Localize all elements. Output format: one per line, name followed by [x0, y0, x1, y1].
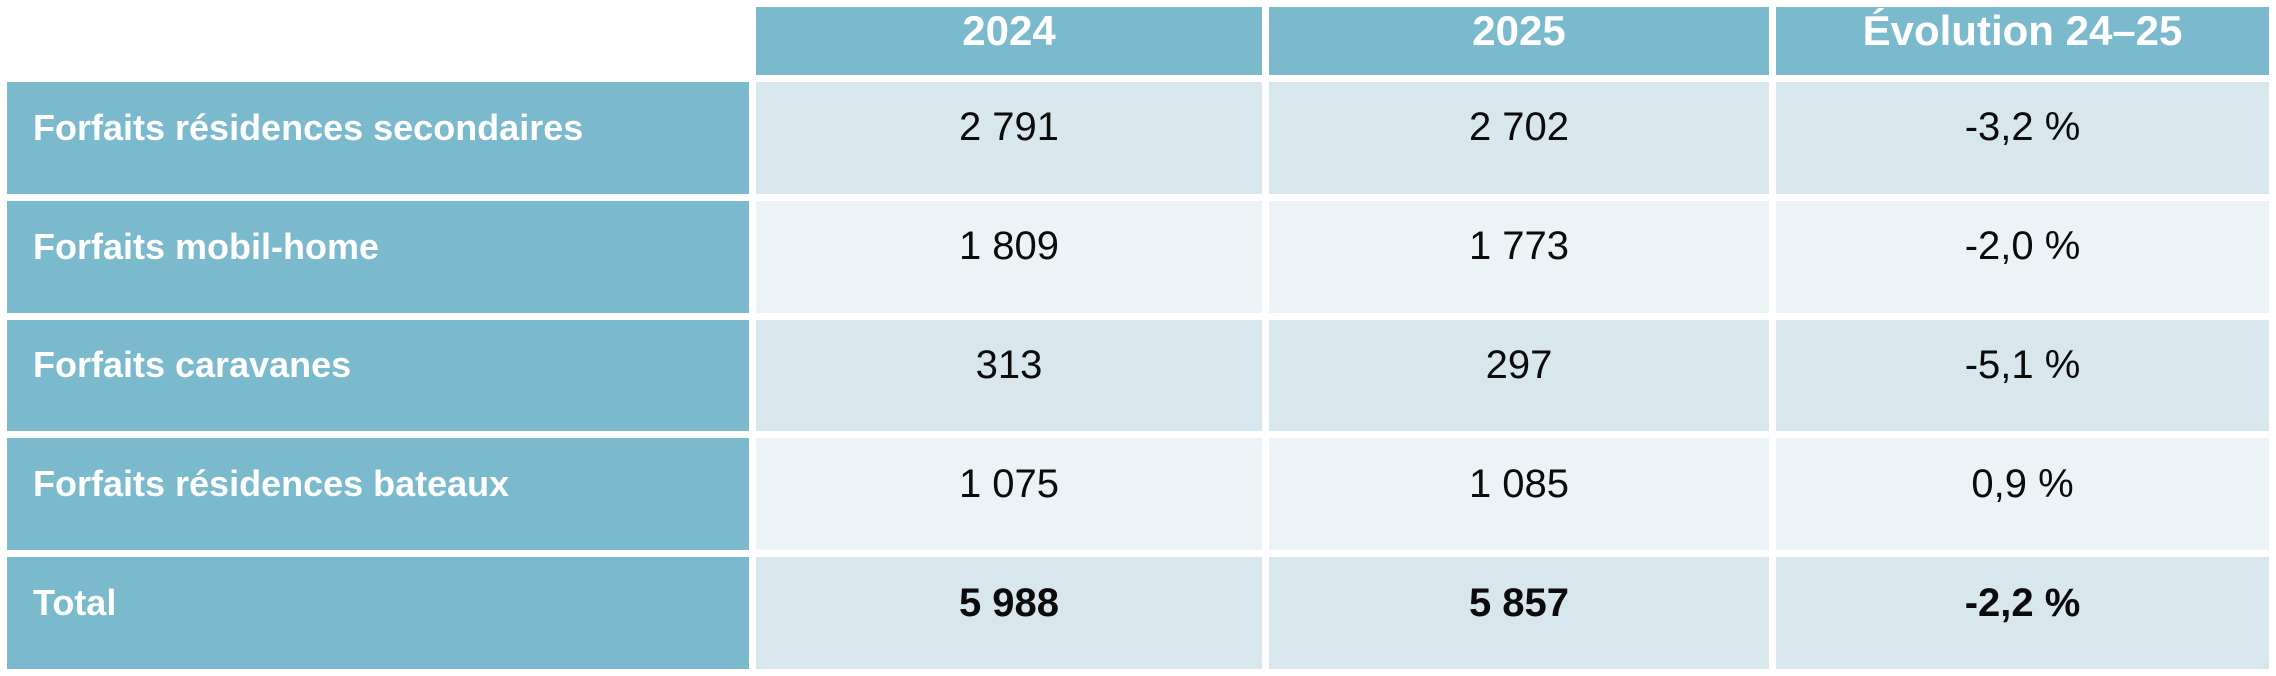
column-header-2025: 2025: [1269, 7, 1769, 75]
value-2024: 2 791: [756, 82, 1262, 194]
value-evolution: -3,2 %: [1776, 82, 2269, 194]
column-header-2024: 2024: [756, 7, 1262, 75]
table-row-total: Total 5 988 5 857 -2,2 %: [7, 557, 2269, 669]
value-2024-total: 5 988: [756, 557, 1262, 669]
value-2025: 1 773: [1269, 200, 1769, 313]
value-2024: 313: [756, 319, 1262, 432]
column-header-evolution: Évolution 24–25: [1776, 7, 2269, 75]
value-2025: 1 085: [1269, 438, 1769, 551]
value-2024: 1 075: [756, 438, 1262, 551]
table-row-residences-bateaux: Forfaits résidences bateaux 1 075 1 085 …: [7, 438, 2269, 551]
value-2025-total: 5 857: [1269, 557, 1769, 669]
row-label-total: Total: [7, 557, 749, 669]
row-label: Forfaits mobil-home: [7, 200, 749, 313]
value-2025: 2 702: [1269, 82, 1769, 194]
value-evolution: 0,9 %: [1776, 438, 2269, 551]
row-label: Forfaits résidences bateaux: [7, 438, 749, 551]
table-row-mobil-home: Forfaits mobil-home 1 809 1 773 -2,0 %: [7, 200, 2269, 313]
value-evolution-total: -2,2 %: [1776, 557, 2269, 669]
row-label: Forfaits résidences secondaires: [7, 82, 749, 194]
table-row-caravanes: Forfaits caravanes 313 297 -5,1 %: [7, 319, 2269, 432]
header-row: 2024 2025 Évolution 24–25: [7, 7, 2269, 75]
value-evolution: -2,0 %: [1776, 200, 2269, 313]
value-2024: 1 809: [756, 200, 1262, 313]
value-2025: 297: [1269, 319, 1769, 432]
corner-cell: [7, 7, 749, 75]
table-row-residences-secondaires: Forfaits résidences secondaires 2 791 2 …: [7, 82, 2269, 194]
row-label: Forfaits caravanes: [7, 319, 749, 432]
value-evolution: -5,1 %: [1776, 319, 2269, 432]
